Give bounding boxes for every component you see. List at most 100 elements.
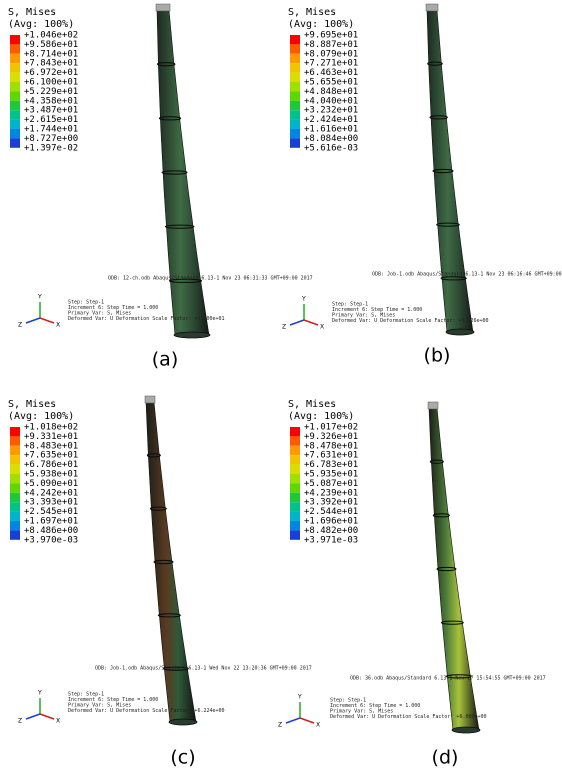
- odb-info: ODB: 36.odb Abaqus/Standard 6.13-1 Nov 2…: [350, 676, 546, 682]
- legend-title: S, Mises: [288, 7, 336, 18]
- panel-caption: (c): [170, 747, 195, 769]
- legend-band: [10, 530, 20, 540]
- legend-value: +1.744e+01: [24, 125, 78, 135]
- triad-label: Y: [37, 690, 42, 697]
- legend-band: [290, 464, 300, 474]
- tower-base: [451, 726, 481, 734]
- triad-axis: [289, 319, 305, 326]
- legend-value: +8.483e+01: [24, 441, 78, 451]
- legend-band: [10, 492, 20, 503]
- legend-value: +6.463e+01: [304, 68, 358, 78]
- triad-label: Y: [301, 296, 306, 303]
- tower-ring: [436, 566, 457, 572]
- step-info: Increment 6: Step Time = 1.000: [68, 697, 158, 703]
- panel: S, Mises(Avg: 100%)+1.017e+02+9.326e+01+…: [278, 399, 546, 769]
- legend-value: +6.100e+01: [24, 78, 78, 88]
- tower-ring: [168, 278, 203, 283]
- legend-value: +8.079e+01: [304, 49, 358, 59]
- legend-title: S, Mises: [8, 7, 56, 18]
- triad-axis: [25, 317, 41, 324]
- legend-value: +9.586e+01: [24, 40, 78, 50]
- panel-caption: (a): [152, 349, 178, 371]
- legend-band: [290, 445, 300, 456]
- legend-band: [290, 119, 300, 129]
- legend-value: +4.358e+01: [24, 96, 78, 106]
- tower-ring: [164, 224, 195, 229]
- legend-value: +8.478e+01: [304, 441, 358, 451]
- legend-value: +7.271e+01: [304, 59, 358, 69]
- legend-value: +5.655e+01: [304, 78, 358, 88]
- legend-band: [290, 82, 300, 92]
- legend-band: [290, 44, 300, 54]
- legend-subtitle: (Avg: 100%): [288, 19, 354, 30]
- legend-value: +8.887e+01: [304, 40, 358, 50]
- legend-value: +9.326e+01: [304, 432, 358, 442]
- legend-value: +2.545e+01: [24, 507, 78, 517]
- triad-label: Y: [37, 294, 42, 301]
- tower-top: [425, 3, 439, 12]
- triad-label: Z: [278, 722, 282, 729]
- legend-band: [290, 427, 300, 437]
- legend-value: +9.695e+01: [304, 31, 358, 41]
- triad-label: Y: [297, 694, 302, 701]
- tower: [156, 9, 210, 336]
- odb-info: ODB: 12-ch.odb Abaqus/Standard 6.13-1 No…: [108, 276, 313, 282]
- legend-value: +8.084e+00: [304, 134, 358, 144]
- tower-ring: [432, 513, 450, 518]
- legend-value: +1.397e-02: [24, 143, 78, 153]
- legend-band: [10, 521, 20, 531]
- step-info: Step: Step-1: [332, 302, 368, 308]
- tower-top: [427, 401, 439, 410]
- tower-ring: [436, 222, 460, 227]
- legend-band: [10, 91, 20, 101]
- legend-value: +3.392e+01: [304, 498, 358, 508]
- step-info: Deformed Var: U Deformation Scale Factor…: [68, 316, 225, 322]
- tower-ring: [161, 170, 188, 175]
- legend-value: +1.697e+01: [24, 517, 78, 527]
- odb-info: ODB: Job-1.odb Abaqus/Standard 6.13-1 We…: [95, 666, 312, 672]
- legend-value: +3.232e+01: [304, 106, 358, 116]
- legend-value: +2.615e+01: [24, 115, 78, 125]
- tower-ring: [146, 453, 161, 458]
- legend-band: [290, 138, 300, 148]
- legend-value: +1.616e+01: [304, 125, 358, 135]
- tower-ring: [157, 613, 181, 618]
- legend-value: +8.482e+00: [304, 526, 358, 536]
- legend-value: +5.616e-03: [304, 143, 358, 153]
- legend-value: +3.487e+01: [24, 106, 78, 116]
- legend-value: +4.040e+01: [304, 96, 358, 106]
- legend-value: +6.783e+01: [304, 460, 358, 470]
- legend-band: [290, 53, 300, 64]
- triad-label: Z: [282, 324, 286, 331]
- legend-value: +6.786e+01: [24, 460, 78, 470]
- step-info: Deformed Var: U Deformation Scale Factor…: [332, 318, 489, 324]
- legend-band: [10, 129, 20, 139]
- triad-label: X: [56, 322, 60, 329]
- step-info: Increment 6: Step Time = 1.000: [68, 305, 158, 311]
- legend-band: [290, 72, 300, 82]
- step-info: Increment 6: Step Time = 1.000: [332, 307, 422, 313]
- tower-ring: [432, 168, 454, 174]
- legend-value: +7.631e+01: [304, 451, 358, 461]
- step-info: Deformed Var: U Deformation Scale Factor…: [68, 708, 225, 714]
- step-info: Deformed Var: U Deformation Scale Factor…: [330, 714, 487, 720]
- legend-band: [10, 138, 20, 148]
- tower-ring: [445, 674, 472, 679]
- legend-subtitle: (Avg: 100%): [8, 411, 74, 422]
- legend-band: [290, 91, 300, 101]
- step-info: Step: Step-1: [330, 698, 366, 704]
- legend-band: [10, 63, 20, 73]
- legend-band: [290, 129, 300, 139]
- triad-axis: [303, 319, 319, 326]
- legend-value: +5.090e+01: [24, 479, 78, 489]
- tower-ring: [440, 620, 464, 625]
- legend-value: +4.848e+01: [304, 87, 358, 97]
- triad-axis: [299, 717, 315, 724]
- triad-label: Z: [18, 322, 22, 329]
- legend-value: +3.393e+01: [24, 498, 78, 508]
- legend-band: [290, 521, 300, 531]
- legend-band: [290, 483, 300, 493]
- triad-label: X: [316, 722, 320, 729]
- legend-value: +4.239e+01: [304, 488, 358, 498]
